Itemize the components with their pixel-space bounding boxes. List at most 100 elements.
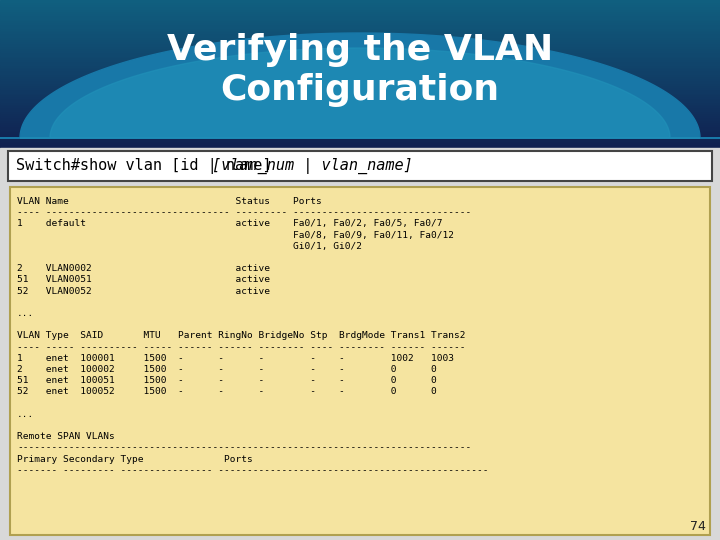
Text: Switch#show vlan [id | name]: Switch#show vlan [id | name] — [16, 158, 289, 174]
Text: 2    VLAN0002                         active: 2 VLAN0002 active — [17, 264, 270, 273]
Text: VLAN Type  SAID       MTU   Parent RingNo BridgeNo Stp  BrdgMode Trans1 Trans2: VLAN Type SAID MTU Parent RingNo BridgeN… — [17, 332, 466, 340]
Bar — [0, 114, 720, 117]
Bar — [0, 142, 720, 144]
Bar — [0, 37, 720, 39]
Bar — [0, 146, 720, 148]
Bar — [0, 38, 720, 40]
Bar — [0, 2, 720, 4]
Bar — [0, 55, 720, 57]
Bar — [0, 118, 720, 120]
Text: 1    enet  100001     1500  -      -      -        -    -        1002   1003: 1 enet 100001 1500 - - - - - 1002 1003 — [17, 354, 454, 363]
Bar — [0, 133, 720, 135]
Bar — [0, 7, 720, 9]
Bar — [0, 46, 720, 48]
Bar — [0, 5, 720, 8]
Bar — [0, 66, 720, 69]
Bar — [0, 40, 720, 43]
Text: ---- -------------------------------- --------- -------------------------------: ---- -------------------------------- --… — [17, 208, 472, 217]
Bar — [0, 105, 720, 107]
Text: VLAN Name                             Status    Ports: VLAN Name Status Ports — [17, 197, 322, 206]
Bar — [0, 20, 720, 22]
Bar — [0, 0, 720, 2]
Bar — [0, 116, 720, 118]
Bar — [0, 89, 720, 91]
Bar — [0, 109, 720, 111]
Bar — [0, 124, 720, 126]
Bar — [0, 122, 720, 124]
Bar — [0, 12, 720, 15]
Text: ...: ... — [17, 410, 35, 419]
Bar — [0, 96, 720, 98]
Bar — [0, 138, 720, 140]
Bar — [0, 24, 720, 26]
Text: 52   enet  100052     1500  -      -      -        -    -        0      0: 52 enet 100052 1500 - - - - - 0 0 — [17, 387, 437, 396]
Bar — [0, 11, 720, 13]
Bar — [0, 48, 720, 50]
Bar — [0, 94, 720, 96]
Text: -------------------------------------------------------------------------------: ----------------------------------------… — [17, 443, 472, 453]
Bar — [0, 102, 720, 104]
Text: Gi0/1, Gi0/2: Gi0/1, Gi0/2 — [17, 242, 362, 251]
Text: Verifying the VLAN: Verifying the VLAN — [167, 33, 553, 67]
Bar — [0, 31, 720, 33]
Bar — [0, 14, 720, 17]
Bar — [0, 51, 720, 53]
Bar — [0, 134, 720, 137]
Bar — [0, 86, 720, 89]
Bar — [0, 103, 720, 105]
Bar — [0, 92, 720, 94]
Text: 52   VLAN0052                         active: 52 VLAN0052 active — [17, 287, 270, 295]
Bar — [0, 68, 720, 70]
Bar — [0, 85, 720, 87]
Bar — [0, 76, 720, 78]
Bar — [0, 131, 720, 133]
Bar — [0, 90, 720, 92]
Text: Fa0/8, Fa0/9, Fa0/11, Fa0/12: Fa0/8, Fa0/9, Fa0/11, Fa0/12 — [17, 231, 454, 240]
Text: 51   enet  100051     1500  -      -      -        -    -        0      0: 51 enet 100051 1500 - - - - - 0 0 — [17, 376, 437, 385]
Bar — [0, 98, 720, 100]
Bar — [0, 144, 720, 146]
Bar — [0, 107, 720, 109]
Bar — [0, 29, 720, 31]
Bar — [0, 125, 720, 127]
Bar — [0, 129, 720, 131]
Text: 1    default                          active    Fa0/1, Fa0/2, Fa0/5, Fa0/7: 1 default active Fa0/1, Fa0/2, Fa0/5, Fa… — [17, 219, 443, 228]
Bar — [0, 83, 720, 85]
Text: 74: 74 — [690, 520, 706, 533]
Bar — [0, 33, 720, 35]
Text: ------- --------- ---------------- ---------------------------------------------: ------- --------- ---------------- -----… — [17, 466, 488, 475]
Bar — [0, 18, 720, 21]
Bar — [0, 148, 720, 540]
Bar — [0, 127, 720, 130]
Bar — [0, 64, 720, 66]
Bar — [0, 77, 720, 79]
Polygon shape — [0, 33, 720, 138]
Bar — [0, 42, 720, 44]
Bar — [0, 60, 720, 63]
Bar — [0, 53, 720, 56]
Text: 2    enet  100002     1500  -      -      -        -    -        0      0: 2 enet 100002 1500 - - - - - 0 0 — [17, 365, 437, 374]
Bar — [0, 50, 720, 52]
Bar — [0, 111, 720, 113]
Polygon shape — [20, 48, 700, 138]
Bar — [0, 120, 720, 122]
Bar — [0, 3, 720, 5]
Text: 51   VLAN0051                         active: 51 VLAN0051 active — [17, 275, 270, 285]
Bar — [0, 16, 720, 18]
Text: Remote SPAN VLANs: Remote SPAN VLANs — [17, 432, 114, 441]
Bar — [0, 9, 720, 11]
Bar — [0, 99, 720, 102]
Bar — [10, 187, 710, 535]
Bar — [0, 57, 720, 59]
Text: Primary Secondary Type              Ports: Primary Secondary Type Ports — [17, 455, 253, 464]
Text: [vlan_num | vlan_name]: [vlan_num | vlan_name] — [212, 158, 413, 174]
Bar — [0, 112, 720, 114]
Bar — [0, 81, 720, 83]
Bar — [0, 22, 720, 24]
Bar — [0, 140, 720, 143]
Bar — [0, 25, 720, 28]
Bar — [0, 63, 720, 65]
Bar — [0, 35, 720, 37]
Text: Configuration: Configuration — [220, 73, 500, 107]
Bar — [0, 59, 720, 61]
